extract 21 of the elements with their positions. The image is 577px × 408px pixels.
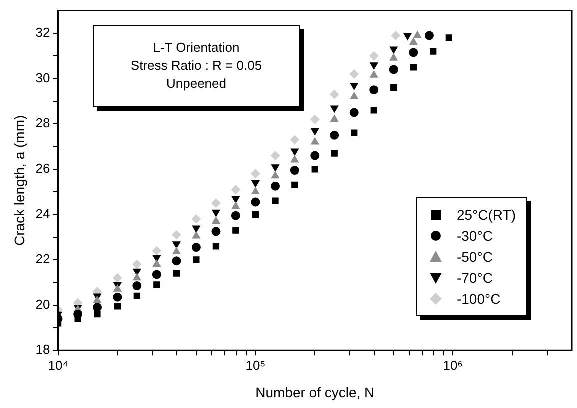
legend-label: -30°C xyxy=(456,228,493,244)
y-tick-label: 32 xyxy=(36,25,50,40)
x-axis-title: Number of cycle, N xyxy=(256,384,375,400)
y-axis-title: Crack length, a (mm) xyxy=(11,115,28,246)
y-tick-label: 18 xyxy=(36,342,50,358)
y-tick-label: 24 xyxy=(36,206,50,222)
annotation: Unpeened xyxy=(166,75,226,93)
y-tick-label: 30 xyxy=(36,70,50,86)
y-tick-label: 26 xyxy=(36,160,50,176)
legend-label: 25°C(RT) xyxy=(456,206,516,222)
annotation: L-T Orientation xyxy=(153,39,240,57)
y-tick-label: 28 xyxy=(36,116,50,131)
x-tick-label: 10⁴ xyxy=(48,358,68,373)
x-tick-label: 10⁵ xyxy=(246,358,266,373)
annotation: Stress Ratio : R = 0.05 xyxy=(130,57,262,75)
y-tick-label: 20 xyxy=(36,296,50,312)
legend-label: -100°C xyxy=(456,290,501,306)
x-tick-label: 10⁶ xyxy=(443,358,464,373)
y-tick-label: 22 xyxy=(36,252,50,267)
legend-label: -70°C xyxy=(456,270,493,286)
legend-label: -50°C xyxy=(456,248,493,264)
